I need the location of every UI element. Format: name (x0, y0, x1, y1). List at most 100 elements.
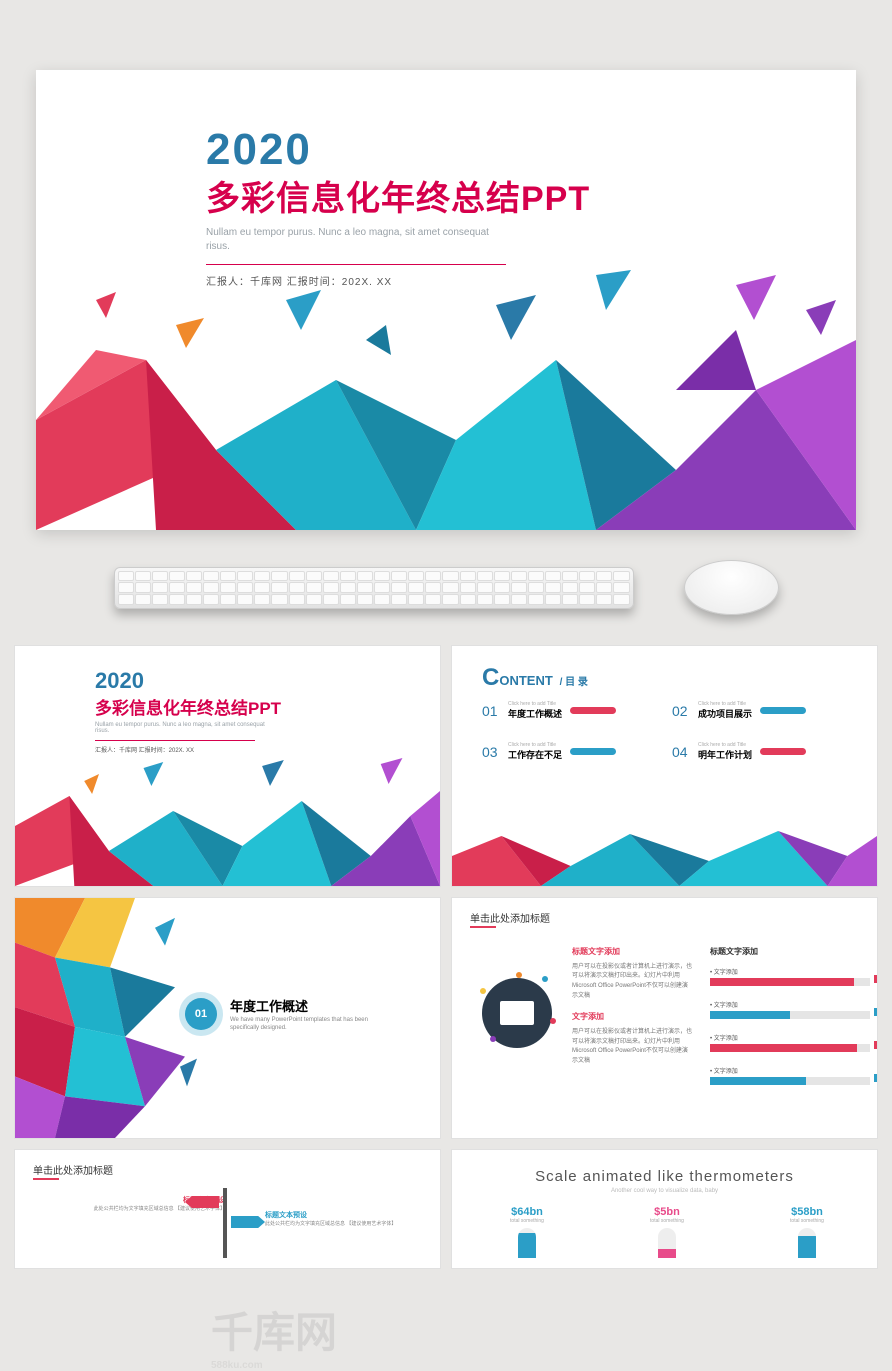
peripheral-row (36, 560, 856, 615)
thermo-bar (798, 1228, 816, 1258)
bar-track: 60% (710, 1077, 870, 1085)
s1-div (95, 740, 255, 741)
s4-accent (470, 926, 496, 928)
s4-p1: 用户可以在投影仪或者计算机上进行演示，也可以将演示文稿打印出来。幻灯片中利用 M… (572, 963, 692, 1001)
bar-label: • 文字添加 (710, 967, 738, 976)
toc-num: 04 (672, 744, 690, 760)
s4-t2: 文字添加 (572, 1011, 692, 1024)
thermo-value: $5bn (632, 1206, 702, 1218)
dot-icon (550, 1018, 556, 1024)
contents-heading: CONTENT / 目 录 (482, 664, 588, 692)
s5-right-title: 标题文本预设 (265, 1210, 425, 1220)
mouse-icon (684, 560, 779, 615)
s5-accent (33, 1178, 59, 1180)
bar-fill (710, 978, 854, 986)
bar-track: 90% (710, 978, 870, 986)
thermo-bar (658, 1228, 676, 1258)
s5-header: 单击此处添加标题 (33, 1162, 113, 1177)
s4-t1: 标题文字添加 (572, 946, 692, 959)
sign-right-icon (231, 1216, 265, 1228)
laptop-icon (482, 978, 552, 1048)
contents-c: C (482, 664, 499, 691)
slide-bars: 单击此处添加标题 标题文字添加 用户可以在投影仪或者计算机上进行演示，也可以将演… (451, 897, 878, 1139)
toc-item: 04 Click here to add Title明年工作计划 (672, 742, 852, 761)
bar-fill (710, 1011, 790, 1019)
bar-fill (710, 1077, 806, 1085)
bar-row: • 文字添加 50% (710, 1000, 870, 1019)
thermometer: $64bn total something (492, 1206, 562, 1258)
toc-num: 03 (482, 744, 500, 760)
bar-pct: 50% (874, 1008, 878, 1016)
toc-bar (570, 707, 616, 714)
bar-row: • 文字添加 92% (710, 1033, 870, 1052)
s6-title: Scale animated like thermometers (452, 1168, 877, 1185)
thermo-fill (658, 1249, 676, 1258)
bar-pct: 60% (874, 1074, 878, 1082)
hero-subtitle: Nullam eu tempor purus. Nunc a leo magna… (206, 226, 506, 254)
s1-meta: 汇报人：千库网 汇报时间：202X. XX (95, 745, 281, 754)
thermo-label: total something (632, 1218, 702, 1224)
dot-icon (490, 1036, 496, 1042)
toc-num: 02 (672, 703, 690, 719)
polygon-art (36, 270, 856, 530)
toc-text: Click here to add Title年度工作概述 (508, 701, 562, 720)
toc-grid: 01 Click here to add Title年度工作概述 02 Clic… (482, 701, 852, 761)
bar-track: 50% (710, 1011, 870, 1019)
bar-label: • 文字添加 (710, 1033, 738, 1042)
s4-col2: 标题文字添加 • 文字添加 90% • 文字添加 50% • 文字添加 92% … (710, 946, 870, 1099)
contents-cn: / 目 录 (557, 677, 588, 688)
thermo-label: total something (492, 1218, 562, 1224)
slide-signpost: 单击此处添加标题 标题文本预设 此处公共栏均为文字填充区域总信息 【建议使用艺术… (14, 1149, 441, 1269)
bar-track: 92% (710, 1044, 870, 1052)
s4-p2: 用户可以在投影仪或者计算机上进行演示，也可以将演示文稿打印出来。幻灯片中利用 M… (572, 1028, 692, 1066)
toc-bar (760, 707, 806, 714)
toc-item: 03 Click here to add Title工作存在不足 (482, 742, 662, 761)
bar-pct: 90% (874, 975, 878, 983)
bar-row: • 文字添加 90% (710, 967, 870, 986)
s1-year: 2020 (95, 668, 281, 694)
dot-icon (480, 988, 486, 994)
toc-bar (570, 748, 616, 755)
toc-text: Click here to add Title工作存在不足 (508, 742, 562, 761)
section-number-badge: 01 (185, 998, 217, 1030)
hero-text-block: 2020 多彩信息化年终总结PPT Nullam eu tempor purus… (206, 125, 590, 288)
section-subtitle: We have many PowerPoint templates that h… (230, 1016, 380, 1033)
s1-sub: Nullam eu tempor purus. Nunc a leo magna… (95, 722, 275, 734)
sign-left-icon (185, 1196, 219, 1208)
polygon-art-small (15, 756, 440, 886)
toc-text: Click here to add Title明年工作计划 (698, 742, 752, 761)
thermometer: $58bn total something (772, 1206, 842, 1258)
bar-fill (710, 1044, 857, 1052)
polygon-left (15, 898, 205, 1138)
signpost-pole (223, 1188, 227, 1258)
thermo-bar (518, 1228, 536, 1258)
signpost-icon (215, 1188, 235, 1258)
slide-section-1: 01 年度工作概述 We have many PowerPoint templa… (14, 897, 441, 1139)
slide-thermometers: Scale animated like thermometers Another… (451, 1149, 878, 1269)
polygon-strip (452, 826, 877, 886)
dot-icon (542, 976, 548, 982)
s6-subtitle: Another cool way to visualize data, baby (452, 1188, 877, 1194)
thermometer: $5bn total something (632, 1206, 702, 1258)
toc-item: 01 Click here to add Title年度工作概述 (482, 701, 662, 720)
s4-header: 单击此处添加标题 (470, 910, 550, 925)
hero-slide: 2020 多彩信息化年终总结PPT Nullam eu tempor purus… (36, 70, 856, 530)
thermo-value: $58bn (772, 1206, 842, 1218)
bar-label: • 文字添加 (710, 1066, 738, 1075)
toc-num: 01 (482, 703, 500, 719)
thermo-value: $64bn (492, 1206, 562, 1218)
toc-item: 02 Click here to add Title成功项目展示 (672, 701, 852, 720)
slide-contents: CONTENT / 目 录 01 Click here to add Title… (451, 645, 878, 887)
s4-col2-title: 标题文字添加 (710, 946, 870, 957)
contents-rest: ONTENT (499, 673, 552, 688)
thermo-fill (798, 1236, 816, 1259)
bar-label: • 文字添加 (710, 1000, 738, 1009)
section-title: 年度工作概述 (230, 996, 308, 1015)
toc-text: Click here to add Title成功项目展示 (698, 701, 752, 720)
slide-cover-thumb: 2020 多彩信息化年终总结PPT Nullam eu tempor purus… (14, 645, 441, 887)
hero-title: 多彩信息化年终总结PPT (206, 171, 590, 220)
bar-pct: 92% (874, 1041, 878, 1049)
watermark-logo: 千库网 (211, 1309, 337, 1356)
s4-col1: 标题文字添加 用户可以在投影仪或者计算机上进行演示，也可以将演示文稿打印出来。幻… (572, 946, 692, 1066)
hero-divider (206, 264, 506, 265)
